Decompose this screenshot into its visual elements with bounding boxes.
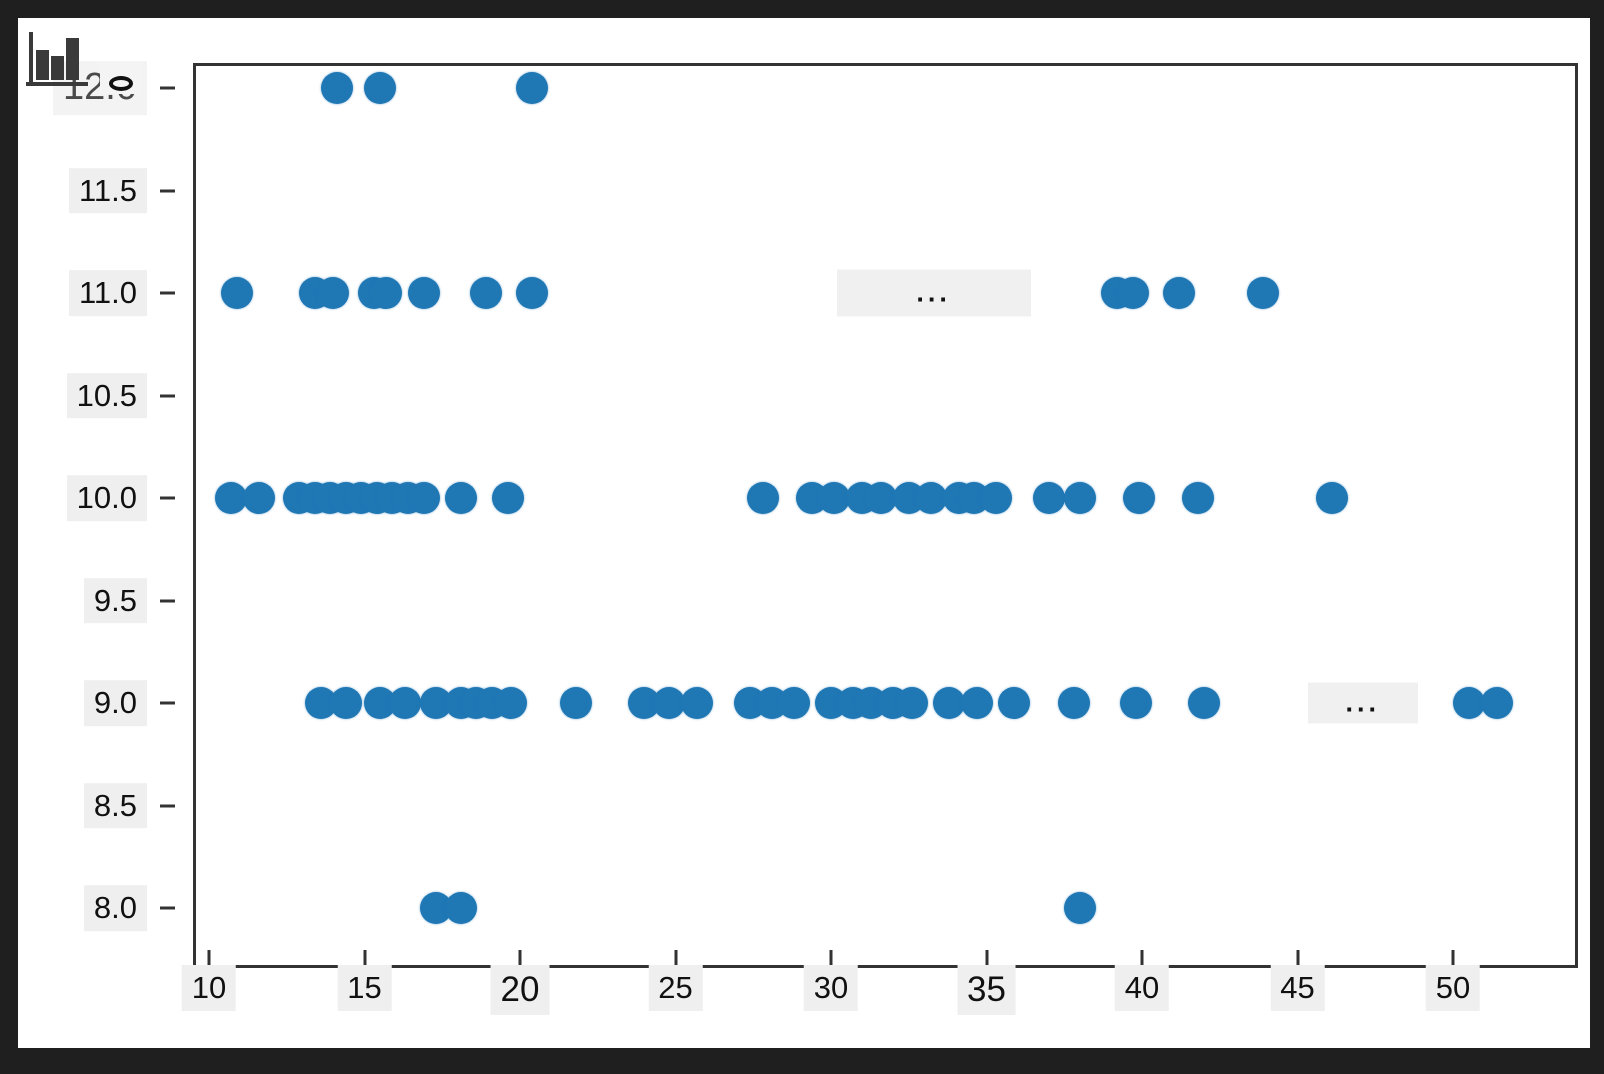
scatter-point xyxy=(895,687,928,719)
scatter-point xyxy=(979,482,1012,514)
scatter-plot-area xyxy=(193,63,1578,968)
scatter-point xyxy=(1063,892,1096,924)
x-tick-mark xyxy=(985,950,988,965)
scatter-point xyxy=(818,482,851,514)
scatter-point xyxy=(317,277,350,309)
scatter-point xyxy=(1163,277,1196,309)
scatter-point xyxy=(1119,687,1152,719)
scatter-point xyxy=(1452,687,1485,719)
bar-chart-icon xyxy=(26,32,88,86)
x-tick-mark xyxy=(518,950,522,965)
x-tick-mark xyxy=(829,950,833,965)
scatter-point xyxy=(329,687,362,719)
x-tick-mark xyxy=(1451,950,1455,965)
scatter-point xyxy=(777,687,810,719)
x-tick-label: 50 xyxy=(1425,965,1481,1011)
y-tick-label: 9.5 xyxy=(83,577,147,624)
y-tick-label: 8.5 xyxy=(83,782,147,829)
scatter-point xyxy=(653,687,686,719)
chart-figure xyxy=(18,18,1590,1048)
scatter-point xyxy=(214,482,247,514)
scatter-point xyxy=(469,277,502,309)
scatter-point xyxy=(864,482,897,514)
y-tick-mark xyxy=(160,906,175,910)
x-tick-label: 10 xyxy=(181,965,237,1011)
x-tick-mark xyxy=(674,950,677,965)
scatter-point xyxy=(242,482,275,514)
y-tick-mark xyxy=(160,701,175,705)
scatter-point xyxy=(1032,482,1065,514)
scatter-point xyxy=(444,482,477,514)
o-marker-icon xyxy=(109,76,133,91)
scatter-point xyxy=(364,72,397,104)
ellipsis-annotation: ... xyxy=(1307,682,1418,724)
y-tick-mark xyxy=(160,291,175,295)
scatter-point xyxy=(1057,687,1090,719)
scatter-point xyxy=(1181,482,1214,514)
y-tick-mark xyxy=(160,394,175,397)
y-tick-mark xyxy=(160,599,175,602)
scatter-point xyxy=(494,687,527,719)
scatter-point xyxy=(1315,482,1348,514)
scatter-point xyxy=(370,277,403,309)
x-tick-mark xyxy=(363,950,366,965)
scatter-point xyxy=(933,687,966,719)
y-tick-label: 10.5 xyxy=(66,372,147,419)
scatter-point xyxy=(1063,482,1096,514)
y-tick-mark xyxy=(160,86,175,90)
scatter-point xyxy=(388,687,421,719)
scatter-point xyxy=(1122,482,1155,514)
scatter-point xyxy=(914,482,947,514)
x-tick-label: 20 xyxy=(490,965,550,1016)
scatter-point xyxy=(998,687,1031,719)
scatter-point xyxy=(407,482,440,514)
scatter-point xyxy=(516,277,549,309)
y-tick-label: 11.5 xyxy=(68,167,147,214)
y-tick-mark xyxy=(160,189,175,192)
y-tick-label: 9.0 xyxy=(83,680,147,726)
scatter-point xyxy=(320,72,353,104)
scatter-point xyxy=(516,72,549,104)
y-tick-mark xyxy=(160,496,175,500)
y-tick-mark xyxy=(160,804,175,807)
x-tick-mark xyxy=(1140,950,1144,965)
scatter-point xyxy=(1116,277,1149,309)
scatter-point xyxy=(1480,687,1513,719)
scatter-point xyxy=(220,277,253,309)
x-tick-label: 15 xyxy=(337,965,392,1011)
x-tick-label: 35 xyxy=(957,965,1016,1016)
x-tick-mark xyxy=(1296,950,1299,965)
scatter-point xyxy=(1247,277,1280,309)
ellipsis-annotation: ... xyxy=(836,269,1031,317)
y-tick-label: 10.0 xyxy=(66,475,147,521)
scatter-point xyxy=(746,482,779,514)
x-tick-label: 25 xyxy=(648,965,703,1011)
scatter-point xyxy=(559,687,592,719)
scatter-point xyxy=(681,687,714,719)
scatter-point xyxy=(491,482,524,514)
scatter-point xyxy=(444,892,477,924)
scatter-point xyxy=(407,277,440,309)
x-tick-mark xyxy=(207,950,211,965)
scatter-point xyxy=(961,687,994,719)
x-tick-label: 45 xyxy=(1270,965,1325,1011)
y-tick-label: 8.0 xyxy=(83,885,147,931)
overlay-small-box xyxy=(100,62,142,94)
y-tick-label: 11.0 xyxy=(68,270,147,316)
scatter-point xyxy=(1188,687,1221,719)
x-tick-label: 40 xyxy=(1114,965,1170,1011)
x-tick-label: 30 xyxy=(803,965,859,1011)
